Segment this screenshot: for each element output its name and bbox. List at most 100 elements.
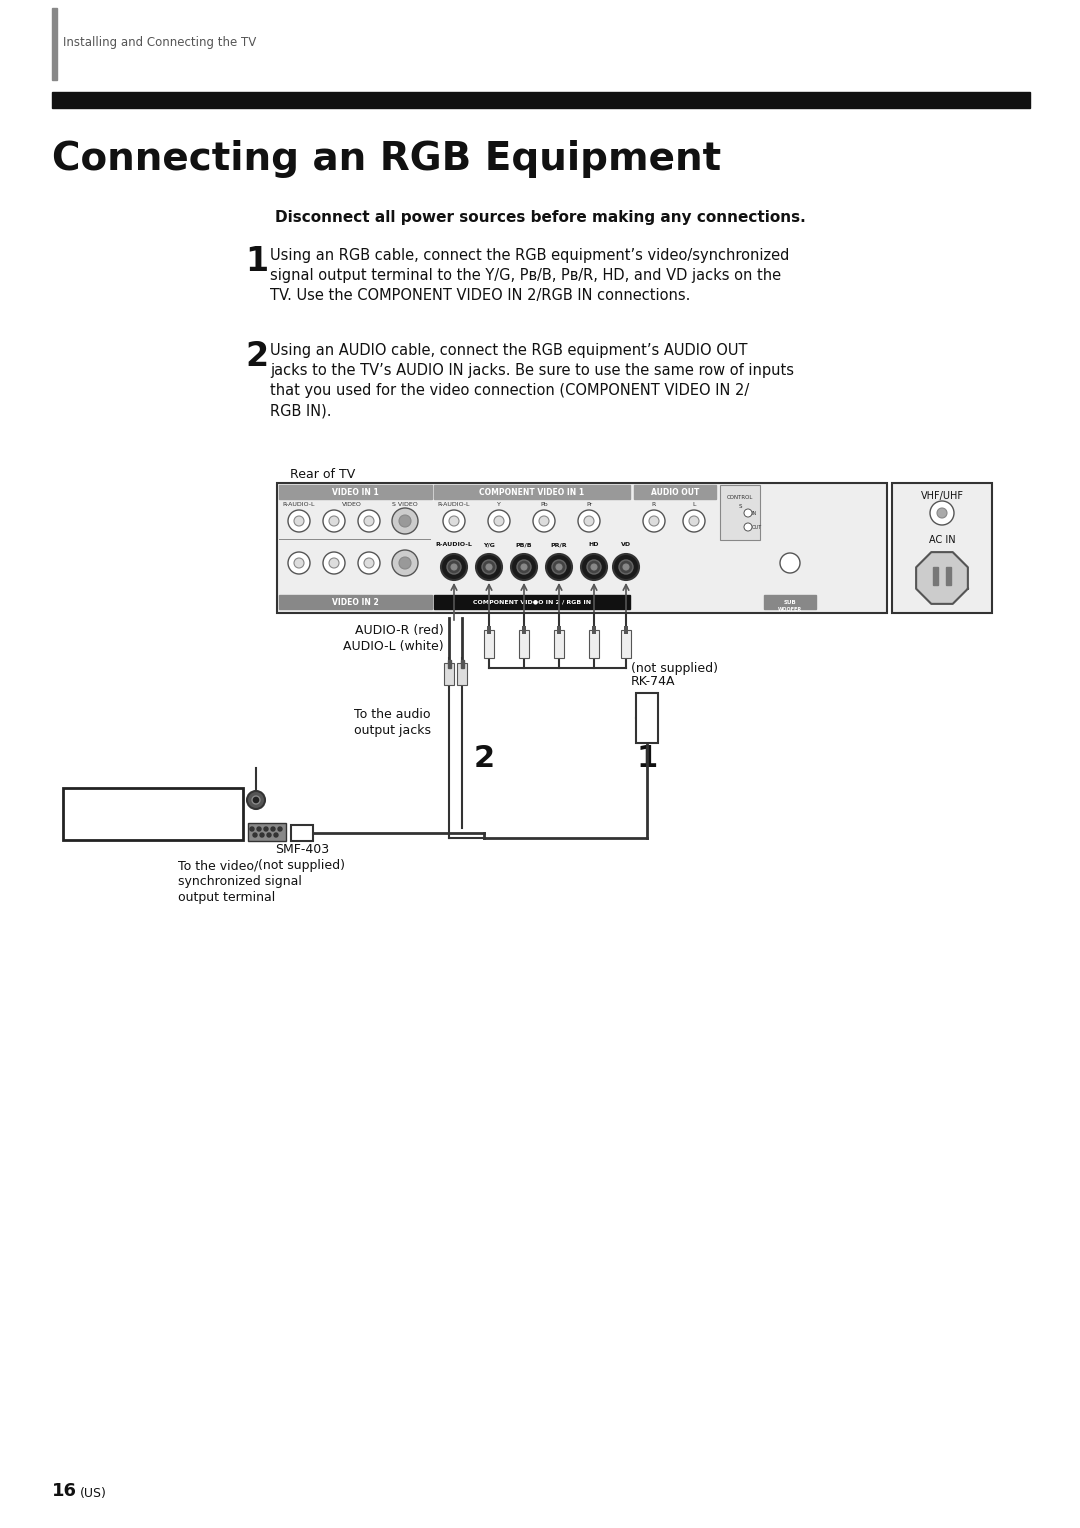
Bar: [933, 567, 939, 585]
Bar: [457, 663, 467, 685]
Text: VIDEO IN 2: VIDEO IN 2: [332, 597, 378, 607]
Text: R-AUDIO-L: R-AUDIO-L: [437, 503, 470, 507]
Text: COMPONENT VID●O IN 2 / RGB IN: COMPONENT VID●O IN 2 / RGB IN: [473, 599, 591, 605]
Bar: [487, 626, 491, 634]
Bar: [279, 484, 432, 500]
Text: that you used for the video connection (COMPONENT VIDEO IN 2/: that you used for the video connection (…: [270, 384, 750, 397]
Text: Y/G: Y/G: [483, 542, 495, 547]
Text: PR/R: PR/R: [551, 542, 567, 547]
Text: output terminal: output terminal: [178, 891, 275, 905]
Circle shape: [476, 555, 502, 581]
Bar: [592, 626, 596, 634]
Circle shape: [613, 555, 639, 581]
Circle shape: [744, 523, 752, 532]
Circle shape: [451, 564, 457, 570]
Text: COMPONENT VIDEO IN 1: COMPONENT VIDEO IN 1: [480, 487, 584, 497]
Text: 1: 1: [245, 244, 268, 278]
Text: SMF-403: SMF-403: [275, 843, 329, 856]
Circle shape: [486, 564, 492, 570]
Circle shape: [288, 552, 310, 575]
Circle shape: [249, 827, 254, 831]
Text: OUT: OUT: [752, 524, 762, 530]
Text: Using an RGB cable, connect the RGB equipment’s video/synchronized: Using an RGB cable, connect the RGB equi…: [270, 248, 789, 263]
Text: L: L: [692, 503, 696, 507]
Text: signal output terminal to the Y/G, Pʙ/B, Pʙ/R, HD, and VD jacks on the: signal output terminal to the Y/G, Pʙ/B,…: [270, 267, 781, 283]
Text: R-AUDIO-L: R-AUDIO-L: [435, 542, 472, 547]
Text: PB/B: PB/B: [515, 542, 532, 547]
Circle shape: [539, 516, 549, 526]
Text: Installing and Connecting the TV: Installing and Connecting the TV: [63, 35, 256, 49]
Text: 1: 1: [636, 744, 658, 773]
Text: S VIDEO: S VIDEO: [392, 503, 418, 507]
Circle shape: [744, 509, 752, 516]
Text: TV. Use the COMPONENT VIDEO IN 2/RGB IN connections.: TV. Use the COMPONENT VIDEO IN 2/RGB IN …: [270, 287, 690, 303]
Text: 16: 16: [52, 1482, 77, 1500]
Text: HD: HD: [589, 542, 599, 547]
Bar: [291, 825, 313, 840]
Text: Y: Y: [497, 503, 501, 507]
Bar: [720, 484, 760, 539]
Text: Connecting an RGB Equipment: Connecting an RGB Equipment: [52, 141, 721, 177]
Bar: [279, 594, 432, 610]
Bar: [621, 630, 631, 659]
Text: RGB IN).: RGB IN).: [270, 403, 332, 419]
Circle shape: [364, 558, 374, 568]
Circle shape: [357, 510, 380, 532]
Text: VIDEO: VIDEO: [342, 503, 362, 507]
Circle shape: [443, 510, 465, 532]
Bar: [589, 630, 599, 659]
Circle shape: [329, 558, 339, 568]
Circle shape: [552, 559, 566, 575]
Circle shape: [399, 515, 411, 527]
Text: (US): (US): [80, 1487, 107, 1500]
Bar: [447, 660, 450, 668]
Circle shape: [619, 559, 633, 575]
Text: Pr: Pr: [586, 503, 592, 507]
Circle shape: [689, 516, 699, 526]
Text: SUB: SUB: [784, 601, 796, 605]
Circle shape: [264, 827, 268, 831]
Circle shape: [623, 564, 629, 570]
Text: S: S: [739, 504, 742, 509]
Bar: [444, 663, 454, 685]
Circle shape: [780, 553, 800, 573]
Circle shape: [294, 558, 303, 568]
Text: AUDIO-L (white): AUDIO-L (white): [343, 640, 444, 652]
Text: Disconnect all power sources before making any connections.: Disconnect all power sources before maki…: [274, 209, 806, 225]
Bar: [764, 594, 816, 610]
Circle shape: [581, 555, 607, 581]
Bar: [892, 483, 993, 613]
Bar: [484, 630, 494, 659]
Text: VD: VD: [621, 542, 631, 547]
Circle shape: [257, 827, 261, 831]
Text: Rear of TV: Rear of TV: [291, 468, 355, 481]
Circle shape: [521, 564, 527, 570]
Text: To the video/: To the video/: [178, 859, 258, 872]
Circle shape: [329, 516, 339, 526]
Circle shape: [546, 555, 572, 581]
Text: output jacks: output jacks: [354, 724, 431, 736]
Bar: [522, 626, 526, 634]
Circle shape: [588, 559, 600, 575]
Text: VIDEO IN 1: VIDEO IN 1: [332, 487, 378, 497]
Circle shape: [399, 558, 411, 568]
Text: Using an AUDIO cable, connect the RGB equipment’s AUDIO OUT: Using an AUDIO cable, connect the RGB eq…: [270, 342, 747, 358]
Circle shape: [253, 833, 257, 837]
Text: To the audio: To the audio: [354, 707, 431, 721]
Circle shape: [683, 510, 705, 532]
Circle shape: [357, 552, 380, 575]
Text: jacks to the TV’s AUDIO IN jacks. Be sure to use the same row of inputs: jacks to the TV’s AUDIO IN jacks. Be sur…: [270, 364, 794, 377]
Text: 2: 2: [245, 341, 268, 373]
Text: AC IN: AC IN: [929, 535, 956, 545]
Circle shape: [441, 555, 467, 581]
Text: RK-74A: RK-74A: [631, 675, 675, 688]
Bar: [519, 630, 529, 659]
Bar: [946, 567, 951, 585]
Text: WOOFER: WOOFER: [778, 607, 802, 613]
Bar: [276, 483, 887, 613]
Text: synchronized signal: synchronized signal: [178, 876, 302, 888]
Circle shape: [649, 516, 659, 526]
Bar: [63, 788, 243, 840]
Bar: [52, 92, 1030, 108]
Circle shape: [260, 833, 264, 837]
